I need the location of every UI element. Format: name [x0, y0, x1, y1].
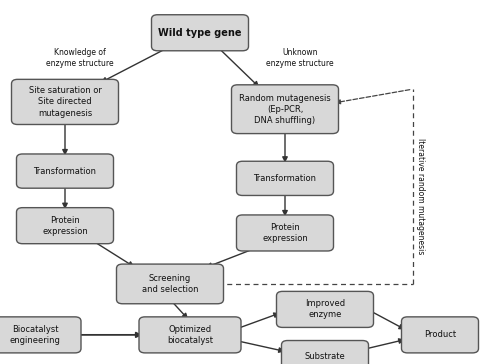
Text: Site saturation or
Site directed
mutagenesis: Site saturation or Site directed mutagen…	[28, 86, 102, 118]
Text: Optimized
biocatalyst: Optimized biocatalyst	[167, 325, 213, 345]
FancyBboxPatch shape	[139, 317, 241, 353]
FancyBboxPatch shape	[12, 79, 118, 124]
FancyBboxPatch shape	[16, 207, 114, 244]
Text: Unknown
enzyme structure: Unknown enzyme structure	[266, 48, 334, 68]
Text: Knowledge of
enzyme structure: Knowledge of enzyme structure	[46, 48, 114, 68]
Text: Screening
and selection: Screening and selection	[142, 274, 198, 294]
FancyBboxPatch shape	[402, 317, 478, 353]
Text: Transformation: Transformation	[34, 167, 96, 175]
Text: Protein
expression: Protein expression	[262, 223, 308, 243]
Text: Biocatalyst
engineering: Biocatalyst engineering	[10, 325, 60, 345]
Text: Random mutagenesis
(Ep-PCR,
DNA shuffling): Random mutagenesis (Ep-PCR, DNA shufflin…	[239, 94, 331, 125]
Text: Protein
expression: Protein expression	[42, 215, 88, 236]
Text: Improved
enzyme: Improved enzyme	[305, 299, 345, 320]
Text: Iterative random mutagenesis: Iterative random mutagenesis	[416, 138, 424, 255]
FancyBboxPatch shape	[16, 154, 114, 188]
Text: Product: Product	[424, 331, 456, 339]
FancyBboxPatch shape	[276, 291, 374, 328]
Text: Wild type gene: Wild type gene	[158, 28, 242, 38]
FancyBboxPatch shape	[0, 317, 81, 353]
FancyBboxPatch shape	[236, 161, 334, 195]
FancyBboxPatch shape	[232, 85, 338, 134]
Text: Substrate: Substrate	[304, 352, 346, 361]
Text: Transformation: Transformation	[254, 174, 316, 183]
FancyBboxPatch shape	[236, 215, 334, 251]
FancyBboxPatch shape	[152, 15, 248, 51]
FancyBboxPatch shape	[116, 264, 224, 304]
FancyBboxPatch shape	[282, 341, 368, 364]
